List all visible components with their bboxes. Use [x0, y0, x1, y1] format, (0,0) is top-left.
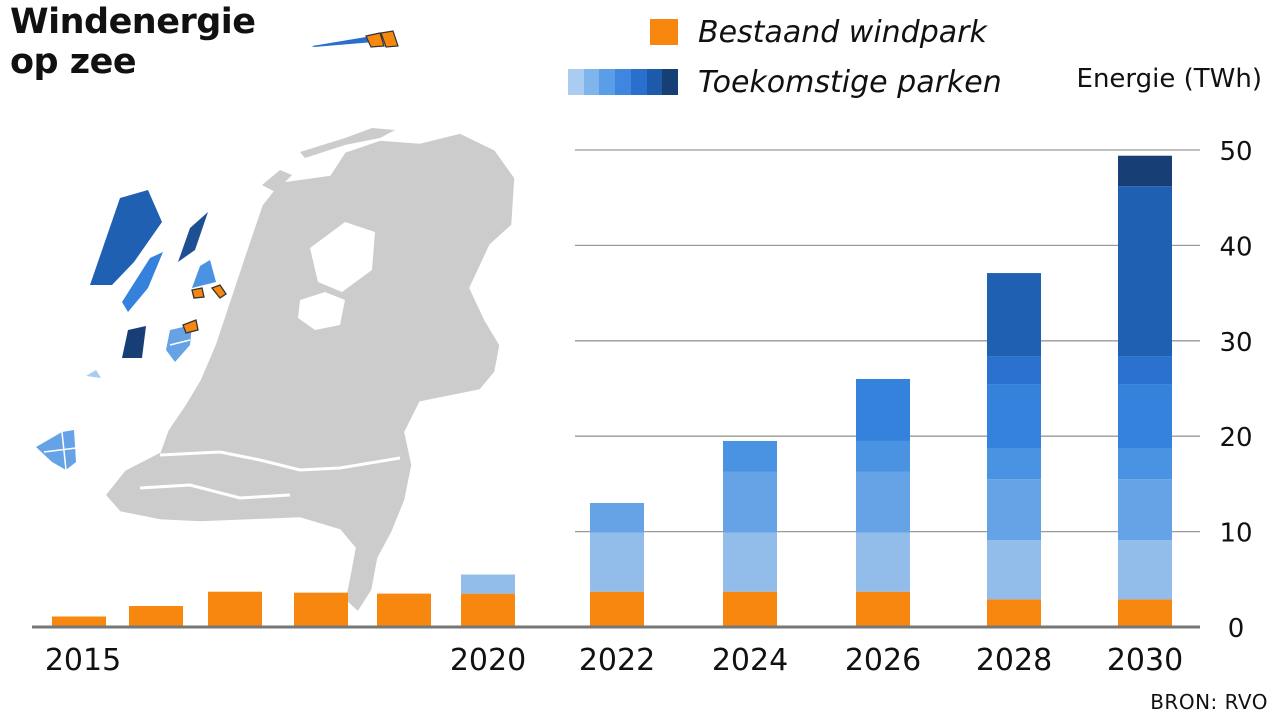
bar-segment — [1118, 540, 1172, 600]
bar-segment — [208, 591, 262, 627]
bar-segment — [723, 532, 777, 592]
future-park-area — [122, 326, 146, 358]
legend-item-existing: Bestaand windpark — [650, 14, 987, 50]
x-tick-label: 2022 — [579, 643, 655, 678]
x-tick-label: 2028 — [976, 643, 1052, 678]
y-tick-label: 30 — [1219, 328, 1252, 358]
bar-segment — [856, 471, 910, 533]
bar-segment — [856, 532, 910, 592]
bar-segment — [1118, 356, 1172, 385]
y-tick-label: 50 — [1219, 137, 1252, 167]
future-park-area — [122, 252, 163, 312]
bar-segment — [294, 592, 348, 627]
bar-segment — [987, 273, 1041, 357]
bars — [52, 155, 1172, 627]
netherlands-map — [104, 128, 516, 614]
bar-segment — [987, 599, 1041, 627]
future-park-area — [178, 212, 208, 262]
legend-swatch-segment — [568, 69, 584, 95]
y-tick-label: 20 — [1219, 423, 1252, 453]
legend-swatch-segment — [630, 69, 647, 95]
x-tick-label: 2024 — [712, 643, 788, 678]
y-tick-label: 10 — [1219, 519, 1252, 549]
wind-turbine-icon — [312, 30, 399, 48]
bar-segment — [856, 378, 910, 441]
legend-swatch-segment — [599, 69, 616, 95]
y-tick-label: 0 — [1228, 614, 1245, 644]
bar-segment — [723, 591, 777, 627]
legend-swatch-segment — [662, 69, 679, 95]
bar-segment — [1118, 448, 1172, 480]
bar-segment — [723, 440, 777, 472]
title-line-2: op zee — [10, 42, 137, 82]
bar-segment — [856, 440, 910, 472]
bar-segment — [856, 591, 910, 627]
bar-segment — [377, 593, 431, 627]
legend-swatch-segment — [646, 69, 663, 95]
bar-segment — [987, 479, 1041, 541]
legend-item-future: Toekomstige parken — [568, 64, 1002, 100]
bar-segment — [1118, 384, 1172, 449]
future-park-area — [90, 190, 162, 285]
map-lake — [298, 292, 345, 330]
map-island — [262, 170, 292, 192]
bar-segment — [461, 593, 515, 627]
legend-swatch-existing — [650, 19, 678, 45]
bar-segment — [987, 448, 1041, 480]
bar-segment — [1118, 186, 1172, 357]
legend-swatch-segment — [615, 69, 631, 95]
bar-segment — [52, 616, 106, 627]
bar-segment — [1118, 599, 1172, 627]
bar-segment — [723, 471, 777, 533]
existing-park-area — [182, 284, 227, 334]
bar-segment — [129, 606, 183, 627]
legend-label-future: Toekomstige parken — [698, 64, 1002, 100]
legend-label-existing: Bestaand windpark — [698, 14, 987, 50]
title-line-1: Windenergie — [10, 2, 256, 42]
x-tick-label: 2030 — [1107, 643, 1183, 678]
y-tick-label: 40 — [1219, 232, 1252, 262]
x-tick-label: 2020 — [450, 643, 526, 678]
x-tick-label: 2015 — [45, 643, 121, 678]
legend-swatch-future — [568, 69, 679, 95]
bar-segment — [1118, 479, 1172, 541]
bar-segment — [987, 384, 1041, 449]
map-lake — [310, 222, 375, 292]
legend-swatch-segment — [583, 69, 600, 95]
map-river — [139, 483, 291, 500]
bar-segment — [987, 540, 1041, 600]
y-axis-unit-label: Energie (TWh) — [1076, 64, 1262, 94]
map-river — [159, 450, 401, 472]
map-island — [300, 128, 395, 158]
offshore-parks — [36, 190, 227, 471]
future-park-area — [192, 260, 216, 288]
bar-segment — [987, 356, 1041, 385]
future-park-boundary — [43, 339, 191, 471]
bar-segment — [590, 532, 644, 592]
bar-segment — [590, 502, 644, 533]
future-park-area — [86, 370, 101, 378]
bar-segment — [590, 591, 644, 627]
bar-segment — [461, 574, 515, 594]
x-tick-label: 2026 — [845, 643, 921, 678]
chart-title: Windenergie op zee — [10, 2, 256, 82]
bar-segment — [1118, 155, 1172, 187]
map-land — [104, 132, 516, 614]
source-note: BRON: RVO — [1150, 690, 1268, 714]
